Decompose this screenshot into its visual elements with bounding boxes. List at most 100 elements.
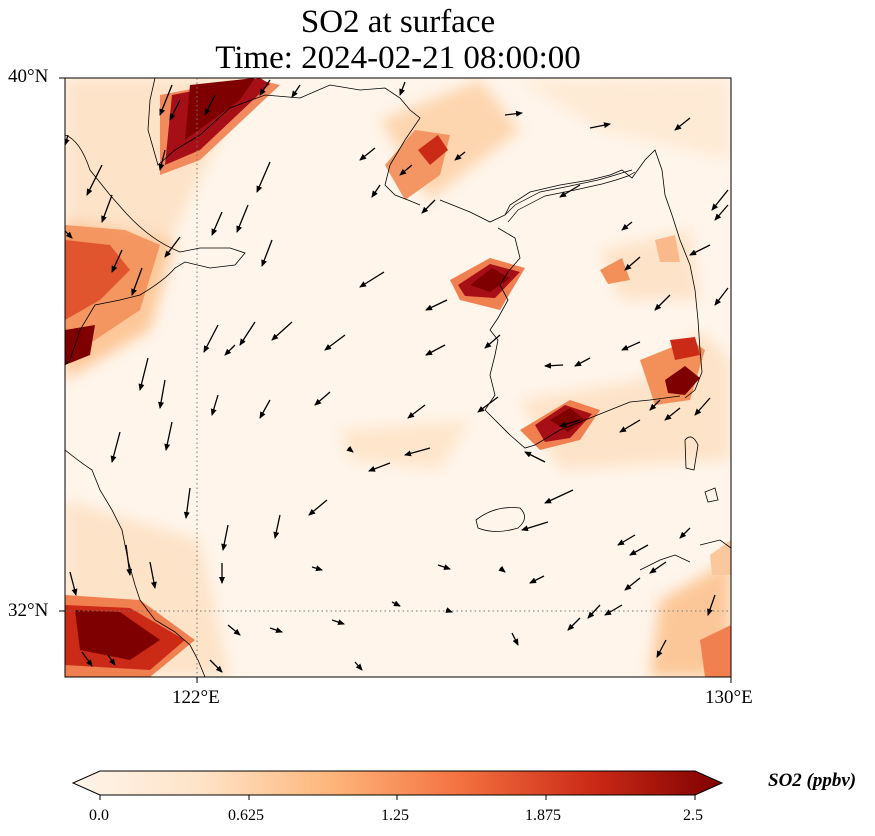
wind-arrow [689,244,711,256]
wind-arrow [511,632,519,646]
wind-arrow [399,164,413,176]
wind-arrow [368,462,391,472]
wind-arrow [559,184,581,198]
wind-arrow [271,321,293,341]
axis-ticks [59,77,732,683]
colorbar-title: SO2 (ppbv) [768,770,857,791]
wind-arrow [291,84,301,98]
wind-arrow [498,565,506,573]
wind-arrow [183,487,191,519]
map-title-line2: Time: 2024-02-21 08:00:00 [215,40,581,76]
wind-arrow [209,659,223,673]
wind-arrow [159,84,173,116]
wind-arrow [110,431,121,463]
wind-arrow [101,194,113,223]
wind-arrow [714,287,729,306]
wind-arrow [224,344,236,356]
wind-arrow [399,81,406,96]
colorbar-ticks [99,795,696,800]
wind-arrow [664,407,681,421]
wind-vectors [65,79,729,673]
lon-label-122: 122°E [172,687,220,708]
wind-arrow [227,624,241,636]
wind-arrow [204,94,216,116]
wind-arrow [407,404,426,419]
wind-arrow [158,149,166,171]
wind-arrow [259,79,271,96]
wind-arrow [674,117,691,131]
wind-arrow [273,514,281,539]
lat-label-32: 32°N [8,600,49,621]
wind-arrow [311,565,323,572]
wind-arrow [324,334,346,351]
colorbar-label-max: 2.5 [683,807,703,824]
wind-arrow [529,575,545,584]
wind-arrow [354,661,363,671]
wind-arrow [707,594,716,616]
wind-arrow [649,561,667,574]
wind-arrow [111,249,123,273]
wind-arrow [138,357,149,391]
wind-arrow [711,189,729,211]
wind-arrow [65,230,73,239]
wind-arrow [654,294,671,311]
wind-arrow [164,236,181,258]
wind-arrow [604,604,623,616]
wind-arrow [158,379,166,409]
colorbar-label-q1: 0.625 [228,807,264,824]
wind-arrow [308,499,328,516]
wind-arrow [86,164,103,196]
colorbar-label-min: 0.0 [89,807,109,824]
wind-arrow [621,341,641,351]
wind-arrow [314,391,331,406]
colorbar-label-mid: 1.25 [381,807,409,824]
wind-arrow [404,447,431,457]
wind-arrow [524,451,546,463]
wind-arrow [261,239,273,267]
wind-arrow [567,617,581,631]
wind-arrow [425,299,448,311]
wind-arrow [169,99,181,121]
wind-arrow [203,324,219,353]
wind-arrow [259,399,271,419]
wind-arrow [210,394,219,416]
map-frame [64,77,732,678]
colorbar-label-q3: 1.875 [525,807,561,824]
boundary-lines [504,169,636,223]
wind-arrow [149,561,157,589]
wind-arrow [164,421,173,451]
wind-arrow [81,651,93,667]
wind-arrow [445,607,453,613]
wind-arrow [544,489,574,504]
colorbar-bar [71,770,724,796]
wind-arrow [559,419,581,428]
wind-arrow [69,571,78,596]
wind-arrow [107,654,116,666]
wind-arrow [617,534,636,546]
wind-arrow [421,199,436,214]
map-plot-area [65,78,731,677]
wind-arrow [236,204,249,233]
wind-arrow [619,419,641,433]
wind-arrow [521,521,549,532]
wind-arrow [544,362,564,369]
wind-arrow [454,151,466,161]
coastlines [65,78,731,677]
wind-arrow [621,221,633,231]
wind-arrow [269,627,283,633]
wind-arrow [256,161,271,193]
wind-arrow [346,445,354,453]
gridlines [65,78,731,677]
lon-label-130: 130°E [705,687,753,708]
wind-arrow [484,334,501,349]
wind-arrow [624,256,641,271]
wind-arrow [239,321,256,346]
wind-arrow [125,544,133,576]
wind-arrow [714,204,729,221]
wind-arrow [574,357,591,367]
colorbar [71,770,724,800]
wind-arrow [437,564,451,570]
wind-arrow [425,344,446,356]
wind-arrow [359,271,385,288]
